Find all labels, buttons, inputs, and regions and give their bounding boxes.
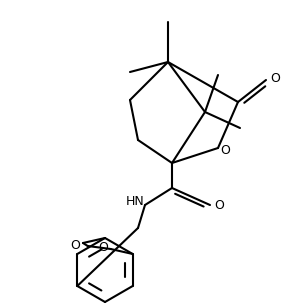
- Text: O: O: [214, 198, 224, 212]
- Text: O: O: [70, 238, 80, 252]
- Text: O: O: [270, 71, 280, 84]
- Text: O: O: [220, 144, 230, 156]
- Text: O: O: [98, 241, 108, 253]
- Text: HN: HN: [125, 194, 144, 208]
